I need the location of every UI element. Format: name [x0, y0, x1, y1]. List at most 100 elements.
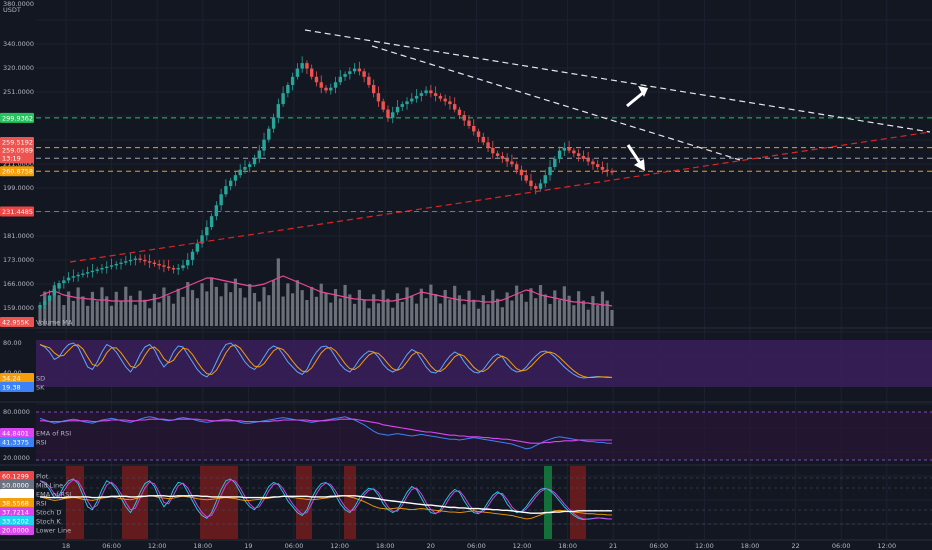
candle-body: [81, 273, 85, 275]
volume-bar: [519, 293, 524, 326]
candle-body: [591, 161, 595, 165]
panel-backgrounds: [0, 327, 932, 541]
candle-body: [190, 251, 195, 260]
time-tick: 06:00: [102, 542, 121, 550]
indicator-lines: [39, 342, 613, 521]
candle-body: [52, 288, 56, 296]
candle-body: [438, 95, 443, 99]
candle-body: [429, 90, 433, 94]
volume-bar: [348, 294, 352, 326]
candle-body: [195, 243, 199, 252]
time-tick: 20: [427, 542, 435, 550]
candle-body: [400, 104, 404, 107]
volume-bar: [476, 308, 481, 326]
trendline-support: [69, 131, 931, 263]
value-tag-name: Mid Line: [36, 482, 63, 490]
candle-body: [109, 265, 114, 267]
volume-bar: [581, 300, 585, 326]
candle-body: [467, 120, 471, 126]
price-tick: 166.0000: [3, 280, 34, 288]
volume-bar: [262, 287, 266, 326]
value-tag-text: 60.1299: [2, 473, 29, 481]
stoch-d-line: [39, 344, 613, 378]
price-tick: 251.0000: [3, 88, 34, 96]
candle-body: [348, 71, 352, 75]
value-tag-bg: [0, 471, 34, 481]
volume-bar: [238, 288, 242, 326]
candle-body: [538, 183, 543, 189]
value-tag-name: RSI: [36, 500, 47, 508]
candle-body: [57, 283, 61, 289]
volume-bar: [62, 305, 66, 326]
value-tag-bg: [0, 145, 34, 155]
trendlines: [69, 29, 931, 263]
volume-bar: [577, 291, 581, 326]
value-tag-text: 44.8720: [2, 491, 29, 499]
value-tag-name: Stoch K: [36, 518, 61, 526]
volume-bar: [591, 296, 595, 326]
candle-body: [505, 158, 509, 162]
arrow-down: [626, 144, 642, 164]
volume-bar: [190, 290, 195, 326]
candle-body: [514, 164, 519, 170]
candle-body: [457, 109, 462, 116]
price-levels: [36, 117, 932, 212]
trendline-mid: [371, 45, 741, 161]
value-tag-bg: [0, 373, 34, 383]
volume-bar: [52, 285, 56, 326]
volume-bar: [138, 290, 142, 326]
candle-body: [124, 261, 128, 263]
volume-bar: [319, 283, 323, 326]
candle-body: [367, 76, 371, 85]
candle-body: [572, 150, 576, 154]
candle-body: [600, 166, 605, 170]
candle-body: [95, 269, 99, 271]
candle-body: [424, 90, 428, 94]
volume-bar: [114, 291, 118, 326]
volume-bar: [100, 287, 104, 326]
volume-bar: [434, 294, 438, 326]
volume-bar: [410, 295, 414, 326]
time-tick: 19: [244, 542, 252, 550]
volume-bar: [267, 295, 271, 326]
volume-bar: [300, 290, 304, 326]
value-tag-text: 38.5568: [2, 500, 29, 508]
value-tag-name: Volume MA: [36, 319, 73, 327]
stoch-tick: 80.00: [3, 339, 22, 347]
currency-label: USDT: [3, 6, 21, 14]
time-tick: 18:00: [376, 542, 395, 550]
candles: [38, 56, 614, 311]
time-tick: 18:00: [741, 542, 760, 550]
volume-bar: [338, 298, 342, 326]
candle-body: [448, 101, 452, 105]
value-tag-name: SK: [36, 384, 45, 392]
volume-bar: [133, 304, 137, 326]
value-tag-name: Lower Line: [36, 527, 71, 535]
value-tag-name: RSI: [36, 439, 47, 447]
volume-bar: [224, 282, 228, 326]
value-tag-name: EMA of RSI: [36, 430, 71, 438]
candle-body: [233, 175, 238, 181]
value-tag-name: Stoch D: [36, 509, 61, 517]
volume-bar: [438, 303, 442, 326]
volume-bar: [467, 290, 471, 326]
candle-body: [500, 156, 505, 159]
candle-body: [181, 265, 185, 269]
volume-bar: [67, 291, 71, 326]
time-axis: 18 06:00 12:00 18:00 19 06:00 12:00 18:00 20 06:0…: [62, 542, 896, 550]
volume-bar: [329, 302, 333, 326]
volume-bar: [424, 298, 428, 326]
time-tick: 12:00: [877, 542, 896, 550]
candle-body: [133, 258, 138, 260]
candle-body: [271, 117, 276, 129]
volume-bar: [276, 258, 280, 326]
candle-body: [381, 101, 385, 110]
volume-bar: [171, 303, 176, 326]
candle-body: [38, 304, 42, 308]
time-tick: 06:00: [285, 542, 304, 550]
volume-bar: [381, 289, 385, 326]
candle-body: [105, 266, 109, 269]
volume-bar: [210, 277, 214, 326]
volume-bar: [510, 300, 514, 326]
volume-bar: [357, 289, 361, 326]
